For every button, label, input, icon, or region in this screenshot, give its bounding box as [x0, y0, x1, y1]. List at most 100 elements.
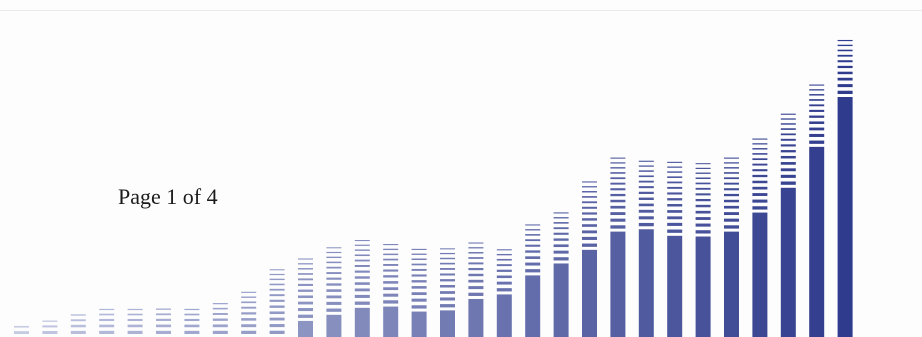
bar-stripe: [553, 217, 569, 219]
bar-stripe: [14, 325, 29, 328]
bar-stripe: [212, 313, 228, 315]
bar-stripe: [241, 318, 257, 321]
bar-stripe: [468, 247, 484, 249]
bar-stripe: [724, 182, 739, 185]
bar-stripe: [752, 148, 768, 150]
bar-stripe: [610, 172, 626, 174]
bar-stripe: [326, 251, 342, 254]
bar-stripe: [638, 175, 654, 178]
bar-stripe: [638, 160, 654, 162]
bar-stripe: [667, 204, 683, 207]
bar-stripe: [752, 138, 768, 140]
bar-stripe: [525, 269, 541, 273]
bar-stripe: [752, 186, 768, 190]
bar-stripe: [752, 153, 768, 155]
bar-stripe: [156, 308, 171, 310]
bar-stripe: [582, 224, 597, 227]
bar-stripe: [667, 216, 683, 220]
bar-column-26: [724, 157, 739, 337]
bar-stripe: [553, 232, 569, 235]
bar-stripe: [809, 99, 825, 101]
bar-stripe: [326, 272, 342, 275]
bar-stripe: [298, 308, 313, 312]
bar-stripe: [156, 318, 171, 321]
bar-stripe: [695, 198, 711, 202]
bar-stripe: [837, 60, 853, 63]
bar-stripe: [241, 324, 257, 328]
bar-column-17: [468, 242, 484, 337]
bar-stripe: [610, 167, 626, 169]
bar-stripe: [667, 229, 683, 233]
bar-stripe: [724, 225, 739, 229]
bar-stripe: [837, 84, 853, 88]
bar-stripe: [354, 240, 370, 242]
bar-stripe: [525, 229, 541, 231]
bar-stripe: [411, 298, 427, 302]
bar-solid-segment: [298, 320, 313, 337]
bar-column-4: [99, 308, 115, 334]
bar-stripe: [610, 193, 626, 197]
bar-stripe: [525, 224, 541, 226]
bar-column-20: [553, 212, 569, 337]
bar-stripe: [496, 258, 512, 261]
bar-stripe: [553, 212, 569, 214]
bar-solid-segment: [780, 187, 796, 337]
bar-stripe: [837, 77, 853, 81]
bar-stripe: [496, 249, 512, 251]
bar-stripe: [496, 288, 512, 292]
bar-stripe: [411, 248, 427, 250]
bar-stripe: [411, 286, 427, 289]
bar-stripe: [496, 269, 512, 272]
bar-stripe: [582, 218, 597, 221]
bar-stripe: [752, 174, 768, 178]
bar-column-15: [411, 248, 427, 337]
bar-column-28: [780, 113, 796, 337]
bar-stripe: [269, 288, 285, 291]
bar-stripe: [354, 282, 370, 285]
bar-stripe: [752, 158, 768, 161]
bar-stripe: [610, 225, 626, 229]
bar-stripe: [354, 265, 370, 267]
bar-stripe: [582, 212, 597, 215]
bar-column-23: [638, 160, 654, 337]
bar-stripe: [354, 270, 370, 273]
bar-stripe: [724, 205, 739, 209]
bar-stripe: [695, 223, 711, 227]
bar-stripe: [440, 262, 455, 265]
bar-stripe: [724, 218, 739, 222]
bar-column-27: [752, 138, 768, 337]
bar-stripe: [269, 330, 285, 334]
bar-stripe: [70, 319, 86, 322]
bar-stripe: [298, 258, 313, 260]
bar-stripe: [156, 313, 171, 316]
bar-solid-segment: [326, 314, 342, 337]
bar-stripe: [269, 283, 285, 286]
bar-solid-segment: [638, 229, 654, 337]
bar-stripe: [298, 278, 313, 281]
bar-stripe: [582, 196, 597, 198]
bar-stripe: [70, 324, 86, 328]
bar-stripe: [667, 161, 683, 163]
bar-stripe: [184, 318, 200, 322]
bar-stripe: [269, 305, 285, 308]
bar-stripe: [780, 168, 796, 172]
bar-solid-segment: [553, 263, 569, 337]
bar-solid-segment: [610, 231, 626, 337]
bar-stripe: [383, 275, 399, 278]
bar-stripe: [184, 313, 200, 316]
bar-stripe: [269, 324, 285, 328]
bar-stripe: [809, 140, 825, 144]
bar-stripe: [127, 324, 143, 328]
bar-stripe: [610, 162, 626, 164]
bar-stripe: [184, 308, 200, 311]
bar-stripe: [553, 222, 569, 224]
bar-solid-segment: [440, 310, 455, 337]
bar-stripe: [468, 273, 484, 277]
bar-stripe: [468, 267, 484, 271]
bar-stripe: [354, 254, 370, 257]
bar-stripe: [99, 313, 115, 316]
bar-stripe: [582, 243, 597, 247]
bar-column-13: [354, 240, 370, 337]
bar-stripe: [724, 188, 739, 191]
bar-stripe: [809, 109, 825, 112]
